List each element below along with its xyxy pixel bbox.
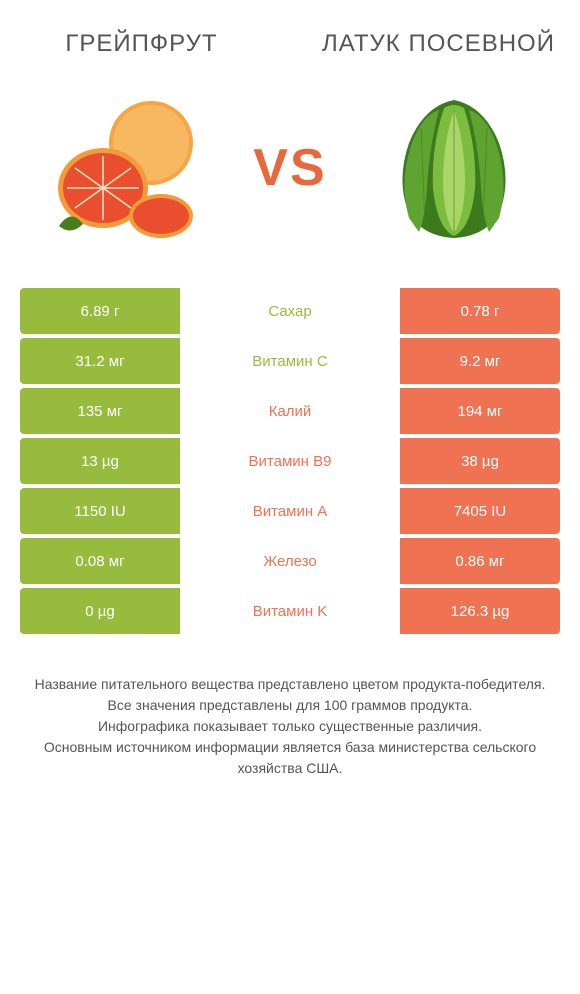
left-title: ГРЕЙПФРУТ [20, 30, 263, 58]
table-row: 13 µgВитамин B938 µg [20, 438, 560, 484]
table-row: 0 µgВитамин K126.3 µg [20, 588, 560, 634]
nutrient-label: Калий [180, 388, 400, 434]
nutrient-label: Сахар [180, 288, 400, 334]
lettuce-image [369, 88, 539, 248]
table-row: 135 мгКалий194 мг [20, 388, 560, 434]
left-value: 31.2 мг [20, 338, 180, 384]
right-value: 7405 IU [400, 488, 560, 534]
left-value: 0.08 мг [20, 538, 180, 584]
nutrient-label: Витамин C [180, 338, 400, 384]
footer-line: Все значения представлены для 100 граммо… [30, 695, 550, 716]
table-row: 31.2 мгВитамин C9.2 мг [20, 338, 560, 384]
grapefruit-image [41, 88, 211, 248]
nutrient-label: Витамин A [180, 488, 400, 534]
left-value: 0 µg [20, 588, 180, 634]
comparison-table: 6.89 гСахар0.78 г31.2 мгВитамин C9.2 мг1… [20, 288, 560, 634]
table-row: 1150 IUВитамин A7405 IU [20, 488, 560, 534]
right-value: 9.2 мг [400, 338, 560, 384]
nutrient-label: Витамин K [180, 588, 400, 634]
right-value: 0.86 мг [400, 538, 560, 584]
table-row: 0.08 мгЖелезо0.86 мг [20, 538, 560, 584]
left-value: 6.89 г [20, 288, 180, 334]
table-row: 6.89 гСахар0.78 г [20, 288, 560, 334]
right-value: 194 мг [400, 388, 560, 434]
titles-row: ГРЕЙПФРУТ ЛАТУК ПОСЕВНОЙ [20, 30, 560, 58]
right-value: 0.78 г [400, 288, 560, 334]
left-value: 135 мг [20, 388, 180, 434]
footer-line: Название питательного вещества представл… [30, 674, 550, 695]
left-value: 13 µg [20, 438, 180, 484]
right-value: 38 µg [400, 438, 560, 484]
nutrient-label: Железо [180, 538, 400, 584]
images-row: VS [20, 78, 560, 258]
right-title: ЛАТУК ПОСЕВНОЙ [317, 30, 560, 58]
right-value: 126.3 µg [400, 588, 560, 634]
footer-line: Инфографика показывает только существенн… [30, 716, 550, 737]
left-value: 1150 IU [20, 488, 180, 534]
footer-line: Основным источником информации является … [30, 737, 550, 779]
footer-notes: Название питательного вещества представл… [20, 674, 560, 779]
nutrient-label: Витамин B9 [180, 438, 400, 484]
vs-label: VS [253, 138, 326, 198]
